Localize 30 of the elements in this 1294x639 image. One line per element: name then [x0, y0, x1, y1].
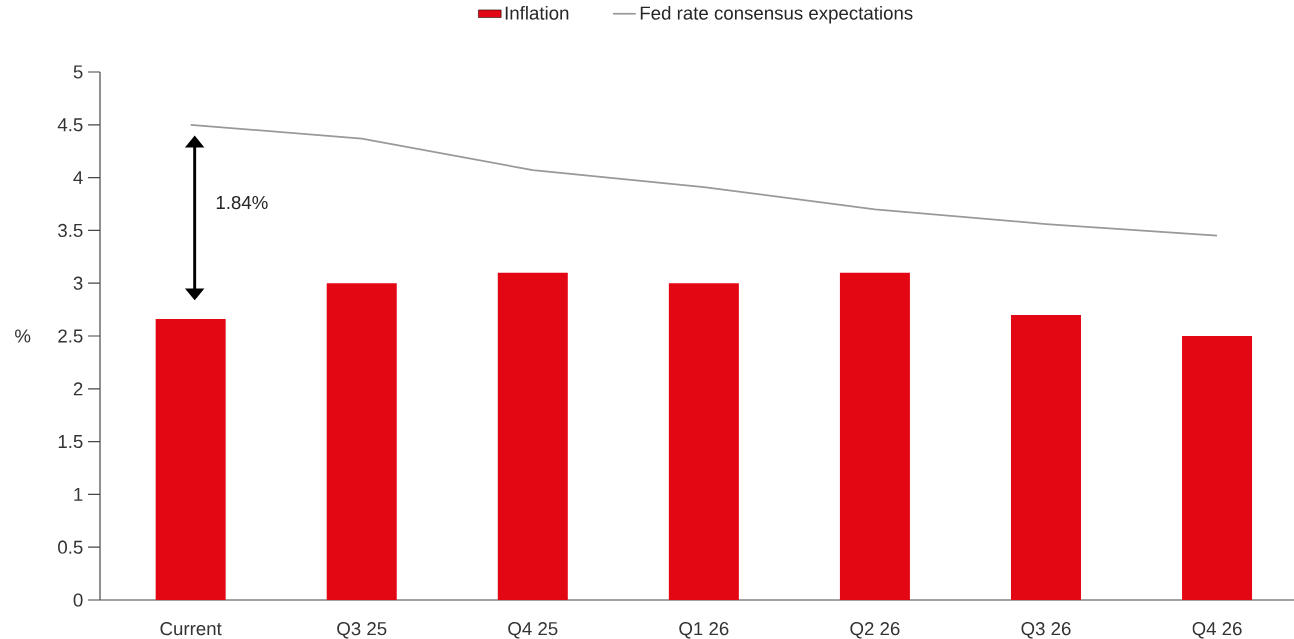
x-tick-label: Q2 26: [850, 622, 900, 639]
bar: [497, 272, 568, 600]
y-tick-label: 3.5: [58, 223, 83, 238]
y-tick-label: 2.5: [58, 329, 83, 343]
y-tick-label: 1: [74, 487, 83, 501]
x-tick-label: Q4 26: [1192, 622, 1242, 639]
bar: [155, 319, 226, 600]
x-tick-label: Q4 25: [508, 622, 558, 639]
y-tick-label: 0.5: [58, 540, 83, 554]
y-tick-label: 5: [73, 65, 83, 79]
x-tick-label: Q3 26: [1021, 622, 1071, 639]
bar: [668, 283, 739, 600]
x-tick-label: Q1 26: [679, 622, 729, 639]
y-tick-label: 4: [73, 171, 83, 185]
bar: [1010, 314, 1081, 600]
y-tick-label: 4.5: [57, 118, 83, 132]
legend-label: Fed rate consensus expectations: [640, 5, 913, 24]
y-tick-label: 3: [73, 276, 83, 290]
bar: [839, 272, 910, 600]
bar: [326, 283, 397, 600]
line-series: [189, 123, 1218, 237]
y-tick-label: 0: [73, 593, 83, 607]
y-tick-label: 1.5: [58, 435, 83, 449]
y-axis-title: %: [15, 329, 31, 343]
legend-label: Inflation: [505, 5, 569, 20]
y-tick-label: 2: [73, 382, 83, 396]
x-tick-label: Q3 25: [337, 622, 387, 639]
bar: [1182, 336, 1253, 600]
x-tick-label: Current: [160, 622, 222, 636]
annotation: 1.84%: [216, 195, 268, 210]
